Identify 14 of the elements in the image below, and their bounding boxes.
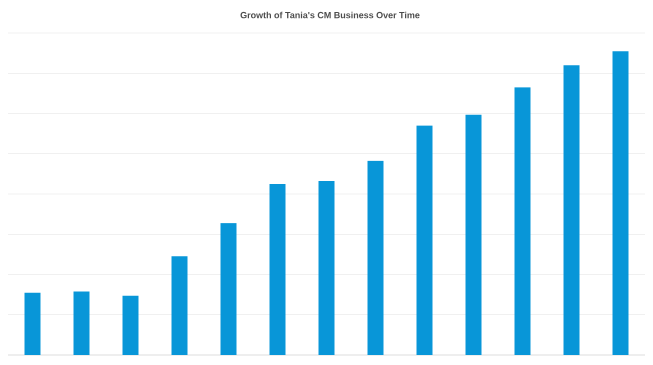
bar	[564, 65, 580, 355]
bar	[74, 292, 90, 355]
chart-title: Growth of Tania's CM Business Over Time	[240, 12, 420, 18]
bar	[416, 126, 433, 355]
bar	[270, 184, 286, 355]
bar	[24, 292, 40, 355]
bar	[220, 223, 237, 355]
bar	[318, 180, 335, 355]
bar	[172, 256, 188, 355]
bar	[368, 160, 384, 355]
bar	[122, 296, 138, 355]
bar	[466, 114, 482, 355]
bar	[612, 51, 629, 355]
bar	[514, 87, 531, 355]
